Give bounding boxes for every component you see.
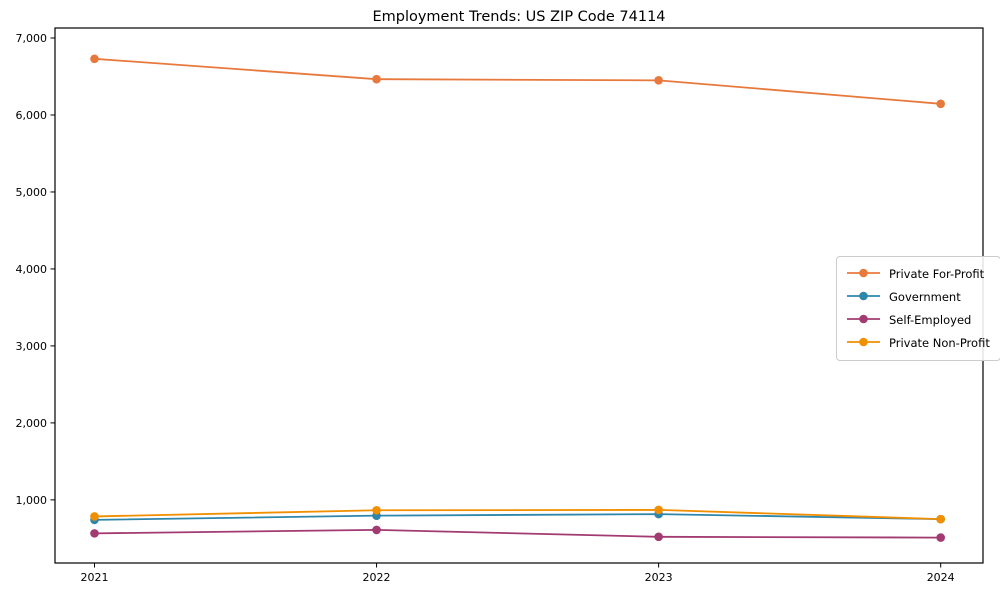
y-axis-tick-label: 4,000 xyxy=(16,263,48,276)
data-point-marker xyxy=(372,505,381,515)
legend-item: Private For-Profit xyxy=(846,262,990,285)
y-axis-tick-label: 2,000 xyxy=(16,417,48,430)
legend-line-marker-icon xyxy=(846,264,881,283)
legend-item: Government xyxy=(846,285,990,308)
y-axis-tick-label: 3,000 xyxy=(16,340,48,353)
x-axis-tick-label: 2024 xyxy=(927,571,955,584)
data-point-marker xyxy=(90,54,99,64)
legend-item-label: Private Non-Profit xyxy=(889,335,990,350)
x-axis-tick-label: 2021 xyxy=(80,571,108,584)
legend-line-marker-icon xyxy=(846,287,881,306)
data-point-marker xyxy=(936,99,945,109)
x-axis-tick-label: 2022 xyxy=(363,571,391,584)
y-axis-tick-label: 1,000 xyxy=(16,494,48,507)
legend-line-marker-icon xyxy=(846,310,881,329)
y-axis-tick-label: 5,000 xyxy=(16,186,48,199)
series-line-3 xyxy=(94,508,941,521)
data-point-marker xyxy=(372,74,381,84)
legend-item-label: Government xyxy=(889,289,961,304)
x-axis-tick-label: 2023 xyxy=(645,571,673,584)
data-point-marker xyxy=(90,529,99,538)
legend-line-marker-icon xyxy=(846,333,881,352)
data-point-marker xyxy=(90,512,99,521)
series-line-0 xyxy=(94,57,941,105)
series-line-1 xyxy=(94,513,941,521)
chart-legend: Private For-Profit Government Self-Employe… xyxy=(836,256,1000,361)
data-point-marker xyxy=(654,76,663,85)
legend-item-label: Self-Employed xyxy=(889,312,972,327)
data-point-marker xyxy=(654,505,663,515)
y-axis-tick-label: 7,000 xyxy=(16,32,48,45)
legend-item: Private Non-Profit xyxy=(846,331,990,354)
data-point-marker xyxy=(936,514,945,524)
legend-item: Self-Employed xyxy=(846,308,990,331)
data-point-marker xyxy=(936,533,945,542)
y-axis-tick-label: 6,000 xyxy=(16,109,48,122)
chart-title: Employment Trends: US ZIP Code 74114 xyxy=(372,9,666,25)
series-line-2 xyxy=(94,528,941,539)
legend-item-label: Private For-Profit xyxy=(889,266,985,281)
data-point-marker xyxy=(654,532,663,542)
data-point-marker xyxy=(372,525,381,535)
